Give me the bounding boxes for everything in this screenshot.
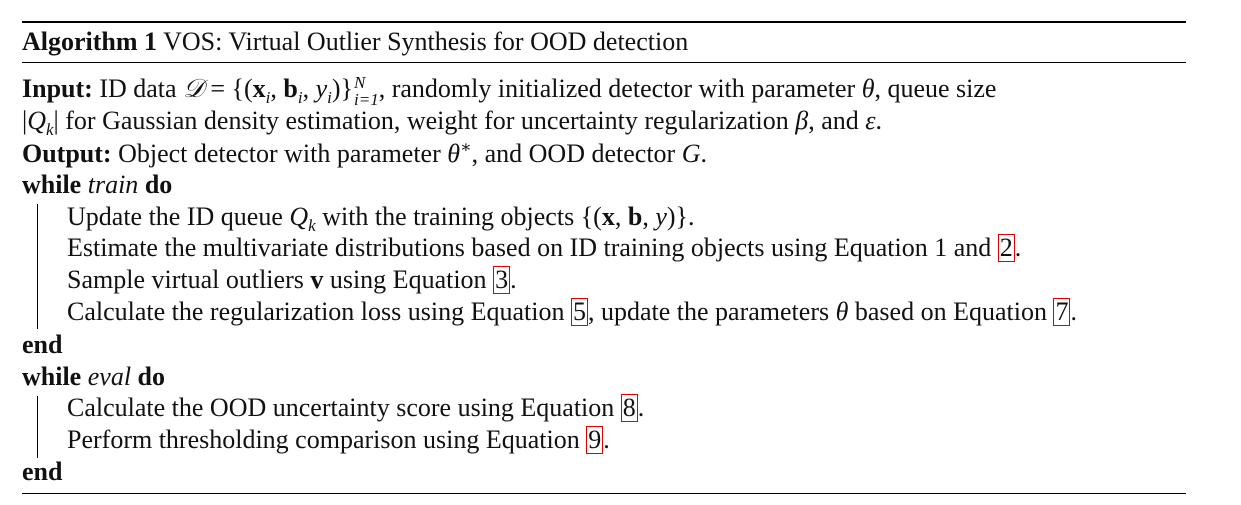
eval-step-1: Calculate the OOD uncertainty score usin… [67, 393, 644, 423]
train-step-4: Calculate the regularization loss using … [67, 297, 1077, 327]
input-line-2: |Qk| for Gaussian density estimation, we… [22, 106, 882, 140]
step-text: . [1014, 233, 1022, 262]
equation-2-link[interactable]: 2 [997, 233, 1015, 262]
output-text: , and OOD detector [471, 139, 682, 168]
step-text: with the training objects [315, 202, 581, 231]
step-text: Sample virtual outliers [67, 265, 311, 294]
equation-7-link[interactable]: 7 [1053, 297, 1071, 326]
input-text: . [875, 106, 882, 135]
output-text: . [700, 139, 708, 168]
step-text: . [603, 425, 610, 454]
do-keyword: do [137, 362, 166, 391]
train-step-3: Sample virtual outliers v using Equation… [67, 265, 517, 294]
output-line: Output: Object detector with parameter θ… [22, 137, 708, 169]
equation-8-link[interactable]: 8 [620, 393, 638, 422]
loop-condition: eval [87, 362, 132, 391]
step-text: . [510, 265, 517, 294]
algorithm-label: Algorithm 1 [22, 27, 158, 56]
upper-bound: N [354, 73, 366, 93]
eval-step-2: Perform thresholding comparison using Eq… [67, 425, 610, 455]
equation-3-link[interactable]: 3 [493, 265, 511, 294]
end-eval: end [22, 457, 63, 486]
star-superscript: ∗ [460, 137, 472, 157]
beta-symbol: β [795, 106, 809, 135]
while-train-header: while train do [22, 170, 172, 200]
train-step-2: Estimate the multivariate distributions … [67, 233, 1021, 263]
step-text: using Equation [323, 265, 494, 294]
top-rule [22, 21, 1186, 23]
equation-5-link[interactable]: 5 [570, 297, 588, 326]
input-text: , and [808, 106, 866, 135]
input-text: ID data [99, 74, 184, 103]
lower-bound: i=1 [354, 90, 379, 110]
bottom-rule [22, 493, 1186, 494]
train-step-1: Update the ID queue Qk with the training… [67, 202, 695, 236]
output-text: Object detector with parameter [111, 139, 448, 168]
while-eval-header: while eval do [22, 362, 165, 392]
do-keyword: do [144, 170, 173, 199]
input-text: , queue size [874, 74, 997, 103]
equals-sign: = [203, 74, 232, 103]
step-text: Calculate the regularization loss using … [67, 297, 571, 326]
loop-condition: train [87, 170, 139, 199]
step-text: . [688, 202, 695, 231]
output-label: Output: [22, 139, 112, 168]
theta-star-symbol: θ [447, 139, 461, 168]
caption-rule [22, 62, 1186, 63]
eval-loop-bar [37, 396, 38, 458]
step-text: Estimate the multivariate distributions … [67, 233, 998, 262]
train-loop-bar [37, 204, 38, 329]
step-text: . [1070, 297, 1077, 326]
dataset-symbol: 𝒟 [183, 74, 204, 103]
input-label: Input: [22, 74, 93, 103]
epsilon-symbol: ε [865, 106, 876, 135]
queue-symbol: Q [27, 106, 46, 135]
queue-symbol: Q [289, 202, 309, 231]
queue-subscript: k [308, 216, 316, 236]
algorithm-title: VOS: Virtual Outlier Synthesis for OOD d… [163, 27, 689, 56]
while-keyword: while [22, 362, 82, 391]
input-text: , randomly initialized detector with par… [378, 74, 862, 103]
queue-subscript: k [46, 120, 54, 140]
step-text: Update the ID queue [67, 202, 290, 231]
step-text: . [637, 393, 645, 422]
end-train: end [22, 330, 63, 359]
step-text: Perform thresholding comparison using Eq… [67, 425, 587, 454]
ood-detector-symbol: G [681, 139, 701, 168]
algorithm-caption: Algorithm 1 VOS: Virtual Outlier Synthes… [22, 27, 688, 57]
step-text: Calculate the OOD uncertainty score usin… [67, 393, 621, 422]
step-text: , update the parameters [587, 297, 836, 326]
theta-symbol: θ [861, 74, 875, 103]
equation-9-link[interactable]: 9 [586, 425, 604, 454]
while-keyword: while [22, 170, 82, 199]
theta-symbol: θ [835, 297, 849, 326]
input-text: for Gaussian density estimation, weight … [58, 106, 796, 135]
step-text: based on Equation [848, 297, 1054, 326]
